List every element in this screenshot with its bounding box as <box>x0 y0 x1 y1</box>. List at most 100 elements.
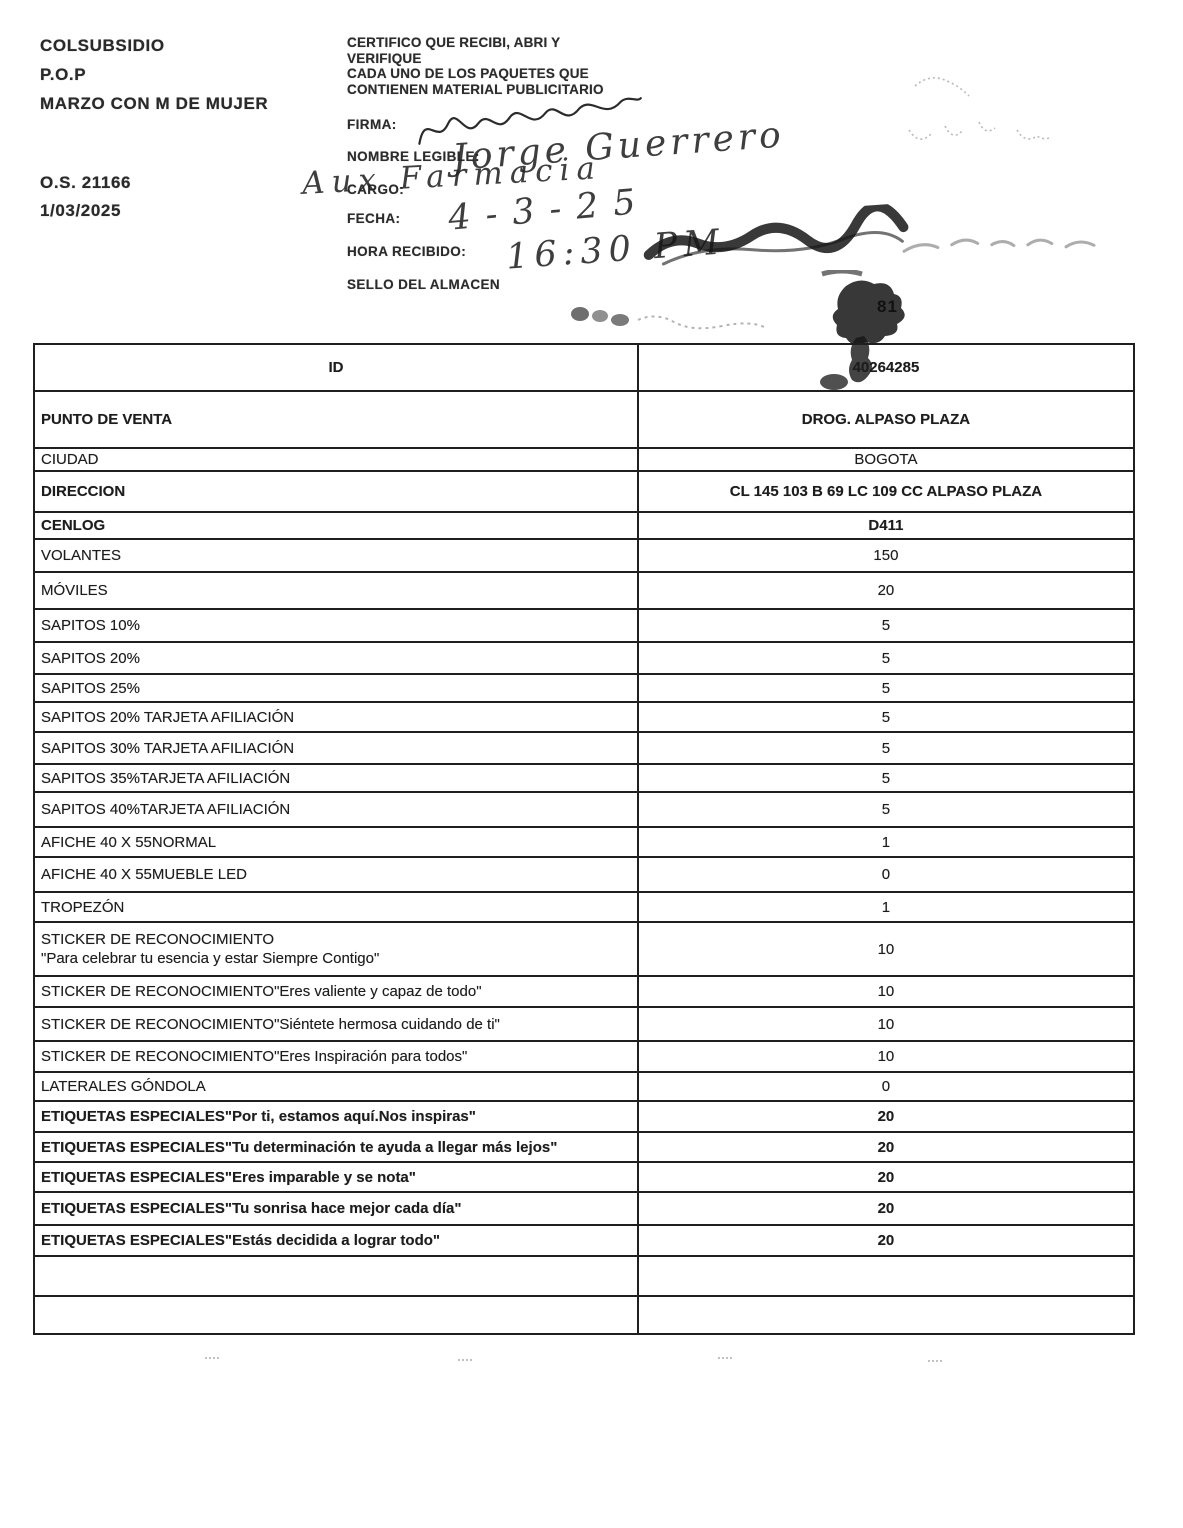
field-label-cargo: CARGO: <box>347 182 405 197</box>
row-value: 20 <box>636 571 1136 610</box>
row-label: DIRECCION <box>33 470 639 513</box>
table-row: SAPITOS 40%TARJETA AFILIACIÓN 5 <box>33 791 1136 828</box>
certification-line: CADA UNO DE LOS PAQUETES QUE <box>347 66 589 81</box>
table-row: STICKER DE RECONOCIMIENTO "Para celebrar… <box>33 921 1136 977</box>
row-label: ID <box>33 343 639 392</box>
table-row: STICKER DE RECONOCIMIENTO"Eres Inspiraci… <box>33 1040 1136 1073</box>
table-row: DIRECCION CL 145 103 B 69 LC 109 CC ALPAS… <box>33 470 1136 513</box>
table-row: VOLANTES 150 <box>33 538 1136 573</box>
row-value: 20 <box>636 1161 1136 1193</box>
row-label: SAPITOS 25% <box>33 673 639 703</box>
table-row <box>33 1255 1136 1297</box>
row-value: BOGOTA <box>636 447 1136 472</box>
row-value: 10 <box>636 1040 1136 1073</box>
program-name: COLSUBSIDIO <box>40 36 165 55</box>
table-row: ETIQUETAS ESPECIALES"Tu sonrisa hace mej… <box>33 1191 1136 1226</box>
row-label: SAPITOS 10% <box>33 608 639 643</box>
row-value: 1 <box>636 891 1136 923</box>
table-row: SAPITOS 30% TARJETA AFILIACIÓN 5 <box>33 731 1136 765</box>
row-label: ETIQUETAS ESPECIALES"Eres imparable y se… <box>33 1161 639 1193</box>
row-value: 20 <box>636 1224 1136 1257</box>
certification-text: CERTIFICO QUE RECIBI, ABRI Y VERIFIQUE C… <box>347 35 687 97</box>
row-label: PUNTO DE VENTA <box>33 390 639 449</box>
row-label: MÓVILES <box>33 571 639 610</box>
row-label: ETIQUETAS ESPECIALES"Tu sonrisa hace mej… <box>33 1191 639 1226</box>
table-row: ETIQUETAS ESPECIALES"Por ti, estamos aqu… <box>33 1100 1136 1133</box>
table-row: MÓVILES 20 <box>33 571 1136 610</box>
row-value: 40264285 <box>636 343 1136 392</box>
ink-smudge-left <box>571 307 767 330</box>
row-value: 1 <box>636 826 1136 858</box>
table-row: AFICHE 40 X 55MUEBLE LED 0 <box>33 856 1136 893</box>
signature-scribble <box>418 97 642 145</box>
row-label: SAPITOS 35%TARJETA AFILIACIÓN <box>33 763 639 793</box>
row-label: CIUDAD <box>33 447 639 472</box>
row-value: 10 <box>636 921 1136 977</box>
row-label: CENLOG <box>33 511 639 540</box>
certification-line: VERIFIQUE <box>347 50 422 66</box>
certification-line: CONTIENEN MATERIAL PUBLICITARIO <box>347 81 604 97</box>
table-row: PUNTO DE VENTA DROG. ALPASO PLAZA <box>33 390 1136 449</box>
table-row: SAPITOS 20% 5 <box>33 641 1136 675</box>
marker-scribble <box>643 202 909 266</box>
certification-line: CERTIFICO QUE RECIBI, ABRI Y <box>347 35 561 50</box>
row-value: 5 <box>636 731 1136 765</box>
row-label <box>33 1295 639 1335</box>
row-value: 5 <box>636 673 1136 703</box>
marker-scribble-tail <box>902 238 1096 253</box>
table-row <box>33 1295 1136 1335</box>
table-row: AFICHE 40 X 55NORMAL 1 <box>33 826 1136 858</box>
table-row: ETIQUETAS ESPECIALES"Tu determinación te… <box>33 1131 1136 1163</box>
row-value <box>636 1255 1136 1297</box>
row-value: 5 <box>636 763 1136 793</box>
row-value: 150 <box>636 538 1136 573</box>
row-value: 10 <box>636 1006 1136 1042</box>
campaign-name: MARZO CON M DE MUJER <box>40 94 269 113</box>
field-label-nombre: NOMBRE LEGIBLE: <box>347 149 480 164</box>
field-label-firma: FIRMA: <box>347 117 397 132</box>
row-label: SAPITOS 20% <box>33 641 639 675</box>
table-row: SAPITOS 10% 5 <box>33 608 1136 643</box>
table-row: STICKER DE RECONOCIMIENTO"Siéntete hermo… <box>33 1006 1136 1042</box>
scan-speck <box>928 1357 942 1362</box>
row-label: STICKER DE RECONOCIMIENTO"Eres valiente … <box>33 975 639 1008</box>
row-value: 5 <box>636 701 1136 733</box>
row-label: AFICHE 40 X 55MUEBLE LED <box>33 856 639 893</box>
row-value: 5 <box>636 608 1136 643</box>
table-row: ID 40264285 <box>33 343 1136 392</box>
row-value: 0 <box>636 856 1136 893</box>
stamp-number: 81 <box>877 297 898 316</box>
row-label: STICKER DE RECONOCIMIENTO"Siéntete hermo… <box>33 1006 639 1042</box>
row-label <box>33 1255 639 1297</box>
row-label: STICKER DE RECONOCIMIENTO"Eres Inspiraci… <box>33 1040 639 1073</box>
row-label: STICKER DE RECONOCIMIENTO "Para celebrar… <box>33 921 639 977</box>
row-value <box>636 1295 1136 1335</box>
row-label: ETIQUETAS ESPECIALES"Estás decidida a lo… <box>33 1224 639 1257</box>
row-value: 10 <box>636 975 1136 1008</box>
table-row: SAPITOS 20% TARJETA AFILIACIÓN 5 <box>33 701 1136 733</box>
row-value: 20 <box>636 1131 1136 1163</box>
row-label: SAPITOS 20% TARJETA AFILIACIÓN <box>33 701 639 733</box>
row-value: D411 <box>636 511 1136 540</box>
field-label-fecha: FECHA: <box>347 211 401 226</box>
scan-speck <box>205 1354 219 1359</box>
row-label: SAPITOS 30% TARJETA AFILIACIÓN <box>33 731 639 765</box>
scan-speck <box>718 1354 732 1359</box>
row-value: 5 <box>636 641 1136 675</box>
field-label-hora: HORA RECIBIDO: <box>347 244 467 259</box>
program-subtitle: P.O.P <box>40 65 87 84</box>
table-row: TROPEZÓN 1 <box>33 891 1136 923</box>
table-row: SAPITOS 35%TARJETA AFILIACIÓN 5 <box>33 763 1136 793</box>
row-label: TROPEZÓN <box>33 891 639 923</box>
row-value: 0 <box>636 1071 1136 1102</box>
row-label: AFICHE 40 X 55NORMAL <box>33 826 639 858</box>
pop-table-body: ID 40264285 PUNTO DE VENTA DROG. ALPASO PLA… <box>33 343 1136 1335</box>
row-value: 20 <box>636 1100 1136 1133</box>
row-label: SAPITOS 40%TARJETA AFILIACIÓN <box>33 791 639 828</box>
row-label: LATERALES GÓNDOLA <box>33 1071 639 1102</box>
table-row: LATERALES GÓNDOLA 0 <box>33 1071 1136 1102</box>
order-number: O.S. 21166 <box>40 173 132 192</box>
row-value: 5 <box>636 791 1136 828</box>
table-row: ETIQUETAS ESPECIALES"Estás decidida a lo… <box>33 1224 1136 1257</box>
